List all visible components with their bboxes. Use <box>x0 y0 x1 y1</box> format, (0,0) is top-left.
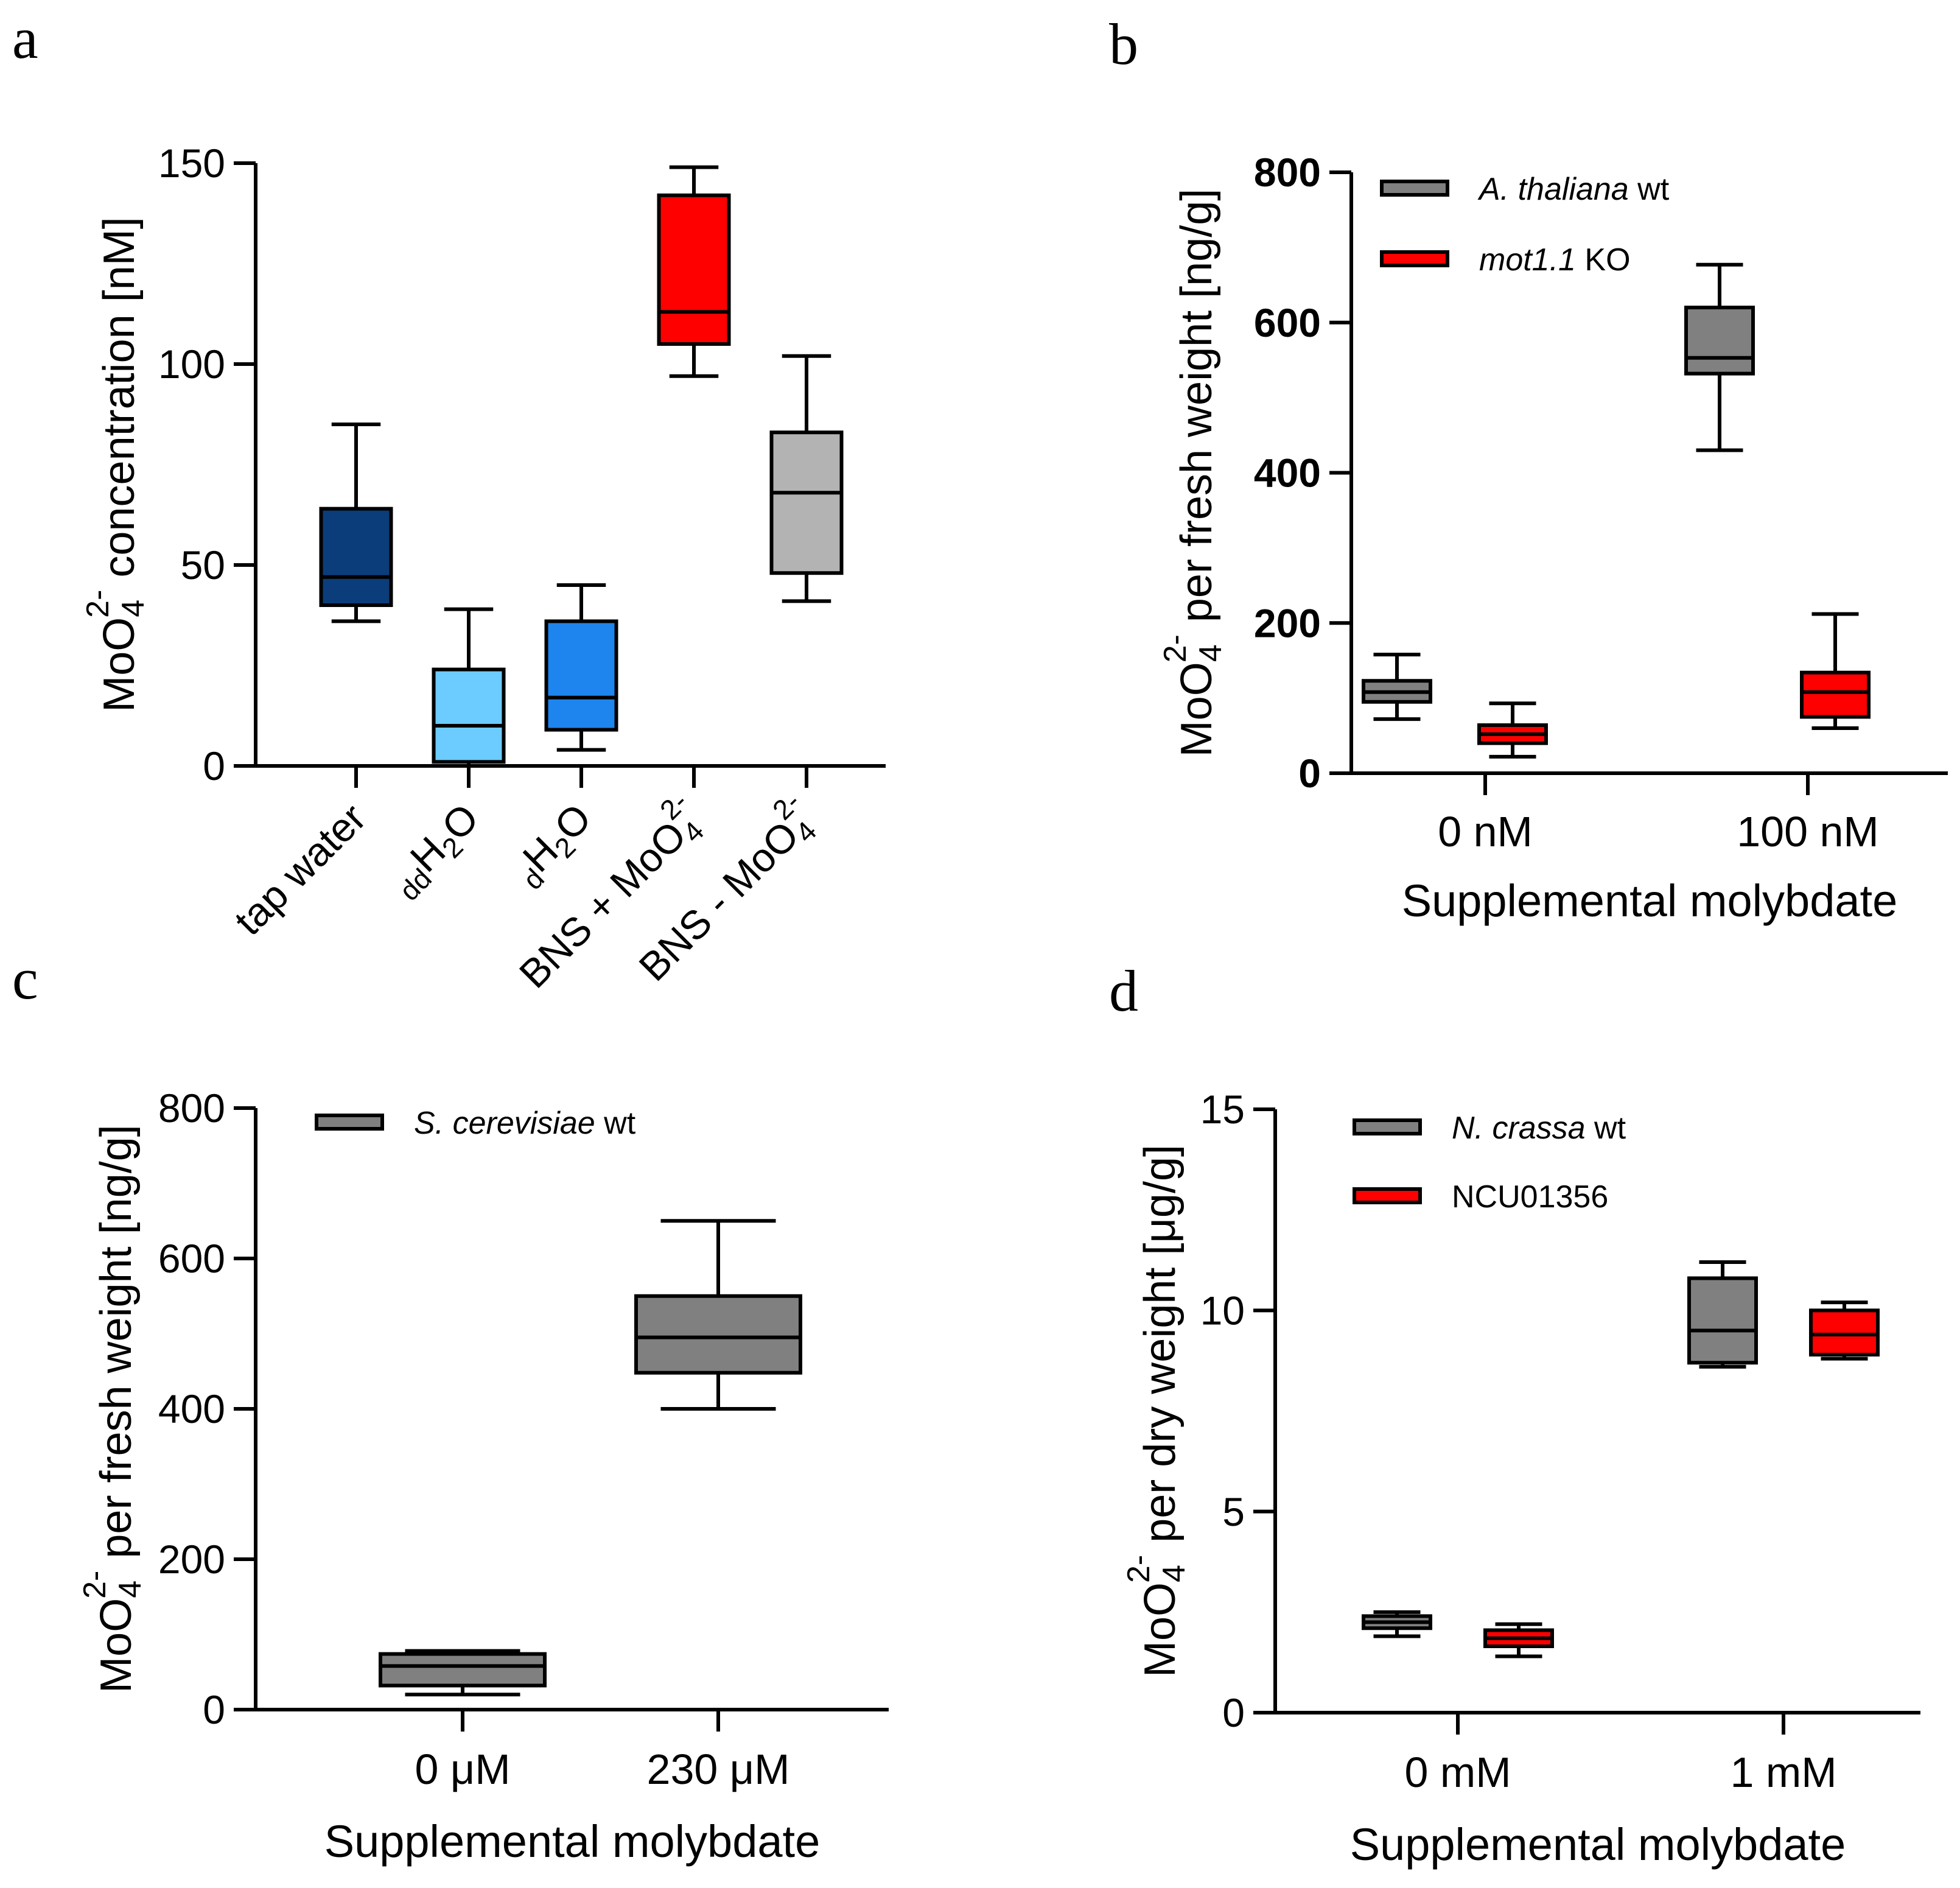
y-tick-label: 600 <box>158 1236 225 1281</box>
box-2 <box>544 583 618 752</box>
y-tick-label: 0 <box>1222 1690 1245 1735</box>
y-tick-label: 100 <box>158 342 225 387</box>
box-n-crassa-wt-1 <box>1687 1260 1758 1369</box>
box-ncu01356-1 <box>1809 1300 1880 1361</box>
y-axis-label: MoO42- per dry weight [μg/g] <box>1121 1145 1191 1677</box>
legend-item: N. crassa wt <box>1353 1111 1626 1146</box>
y-tick-label: 0 <box>1298 751 1321 796</box>
y-tick-label: 150 <box>158 141 225 186</box>
y-tick-label: 800 <box>158 1086 225 1131</box>
x-category-label: dH2O <box>503 795 603 896</box>
y-axis-label: MoO42- per fresh weight [ng/g] <box>77 1125 147 1693</box>
legend-label: A. thaliana wt <box>1477 172 1670 207</box>
legend-item: S. cerevisiae wt <box>315 1106 636 1141</box>
y-axis-label: MoO42- per fresh weight [ng/g] <box>1158 189 1228 757</box>
x-category-label: 230 μM <box>647 1746 790 1793</box>
box-s-cerevisiae-wt-0 <box>379 1649 547 1697</box>
box-iqr <box>1687 1276 1758 1365</box>
box-3 <box>657 165 731 378</box>
x-category-label: BNS - MoO42- <box>621 786 828 994</box>
x-axis-label: Supplemental molybdate <box>1402 876 1898 926</box>
x-category-label: 0 μM <box>415 1746 510 1793</box>
box-a-thaliana-wt-0 <box>1362 653 1432 721</box>
box-iqr <box>432 667 506 764</box>
x-category-label: BNS + MoO42- <box>502 786 716 1001</box>
y-tick-label: 50 <box>181 542 225 588</box>
y-tick-label: 600 <box>1254 300 1321 345</box>
legend-swatch <box>1380 180 1449 197</box>
legend-label: mot1.1 KO <box>1479 242 1631 278</box>
legend-item: mot1.1 KO <box>1380 242 1631 278</box>
y-tick-label: 400 <box>158 1386 225 1431</box>
box-iqr <box>544 619 618 732</box>
y-tick-label: 15 <box>1200 1087 1245 1132</box>
panel-label-d: d <box>1109 958 1138 1023</box>
y-tick-label: 5 <box>1222 1489 1245 1534</box>
legend-swatch <box>1380 250 1449 267</box>
box-iqr <box>769 430 844 575</box>
panel-b-chart: 0 200 400 600 800 MoO42- per fresh weight [ng… <box>1158 150 1948 926</box>
panel-label-a: a <box>12 5 38 71</box>
box-iqr <box>379 1652 547 1688</box>
box-mot1-1-ko-1 <box>1800 612 1871 730</box>
y-axis-label: MoO42- concentration [nM] <box>80 217 150 712</box>
box-iqr <box>1684 306 1755 376</box>
legend-item: A. thaliana wt <box>1380 172 1670 207</box>
box-iqr <box>1809 1308 1880 1357</box>
panel-label-b: b <box>1109 12 1138 77</box>
box-iqr <box>319 507 393 607</box>
box-4 <box>769 354 844 603</box>
box-0 <box>319 423 393 623</box>
box-iqr <box>634 1294 802 1375</box>
x-axis-label: Supplemental molybdate <box>324 1816 821 1867</box>
box-s-cerevisiae-wt-1 <box>634 1219 802 1411</box>
box-a-thaliana-wt-1 <box>1684 262 1755 452</box>
legend-label: NCU01356 <box>1452 1179 1608 1215</box>
x-category-label: 1 mM <box>1731 1749 1837 1796</box>
legend-label: S. cerevisiae wt <box>414 1106 636 1141</box>
y-tick-label: 800 <box>1254 150 1321 195</box>
y-tick-label: 400 <box>1254 451 1321 496</box>
box-iqr <box>657 193 731 346</box>
y-tick-label: 200 <box>158 1537 225 1582</box>
legend-item: NCU01356 <box>1353 1179 1608 1215</box>
y-tick-label: 0 <box>203 1687 225 1732</box>
x-category-label: 0 mM <box>1405 1749 1511 1796</box>
x-category-label: ddH2O <box>379 795 491 907</box>
y-tick-label: 200 <box>1254 600 1321 645</box>
box-iqr <box>1800 670 1871 719</box>
x-category-label: 0 nM <box>1438 808 1533 855</box>
x-category-label: 100 nM <box>1737 808 1878 855</box>
legend-label: N. crassa wt <box>1452 1111 1626 1146</box>
box-ncu01356-0 <box>1483 1622 1554 1658</box>
y-tick-label: 10 <box>1200 1288 1245 1333</box>
panel-label-c: c <box>12 946 38 1011</box>
box-mot1-1-ko-0 <box>1477 701 1548 759</box>
legend-swatch <box>1353 1118 1422 1135</box>
box-1 <box>432 607 506 768</box>
x-axis-label: Supplemental molybdate <box>1350 1819 1846 1870</box>
legend-swatch <box>1353 1187 1422 1204</box>
box-n-crassa-wt-0 <box>1362 1610 1432 1638</box>
y-tick-label: 0 <box>203 743 225 788</box>
x-category-label: tap water <box>226 795 374 944</box>
legend-swatch <box>315 1114 384 1131</box>
